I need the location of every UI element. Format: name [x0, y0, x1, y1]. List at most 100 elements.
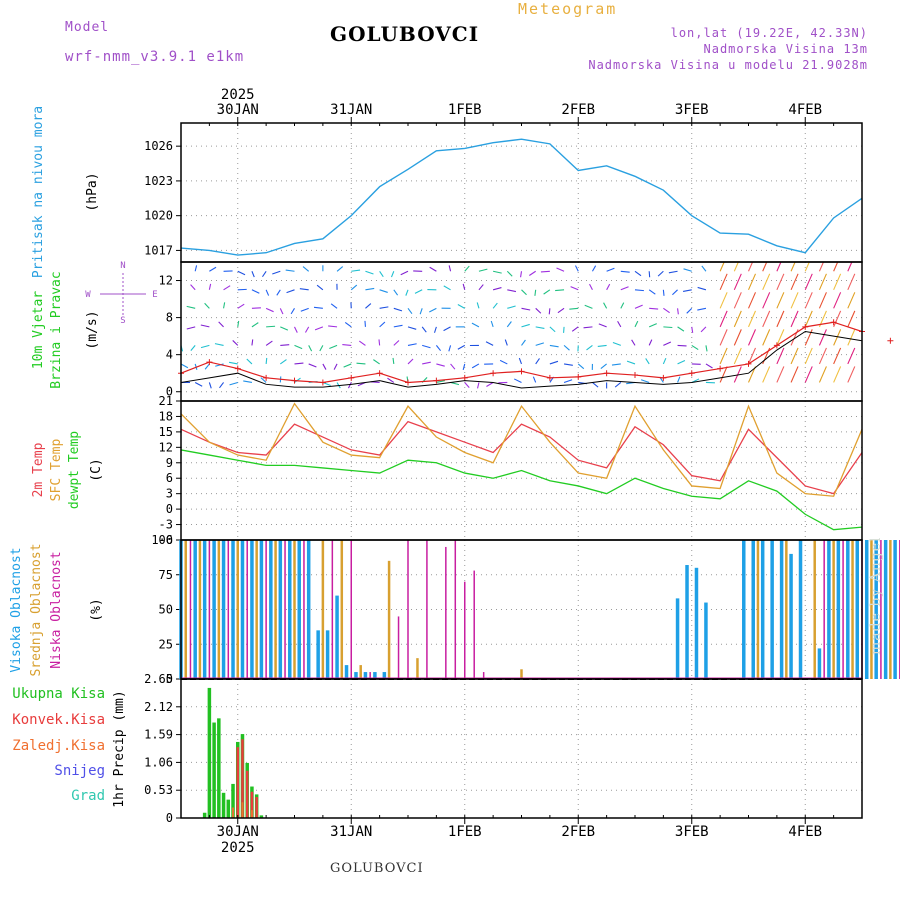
wind-barb	[436, 380, 446, 384]
total-precip-bar	[202, 812, 207, 818]
low-cloud-bar	[369, 672, 371, 679]
mid-cloud-bar	[255, 540, 258, 679]
mid-cloud-bar	[293, 540, 296, 679]
low-cloud-bar	[350, 540, 352, 679]
wind-barb	[626, 360, 636, 365]
wind-barb	[343, 363, 352, 368]
wind-barb	[471, 322, 480, 328]
wind-barb	[697, 307, 707, 311]
wind-barb	[457, 303, 466, 309]
wind-barb	[677, 326, 685, 332]
wind-barb	[668, 270, 678, 274]
wind-speed-marker	[319, 379, 326, 386]
wind-gust-line	[181, 330, 862, 389]
high-cloud-bar	[382, 672, 387, 679]
ytick-label-precip-0: 0	[166, 811, 173, 825]
wind-barb	[294, 326, 298, 333]
wind-barb	[181, 363, 189, 369]
wind-barb	[733, 292, 742, 309]
high-cloud-bar	[354, 672, 358, 679]
wind-barb	[435, 345, 442, 352]
wind-barb	[847, 366, 856, 383]
wind-barb	[672, 289, 678, 296]
wind-barb	[662, 289, 665, 296]
wind-barb	[833, 273, 842, 291]
wind-barb	[429, 307, 437, 313]
wind-barb	[243, 380, 253, 384]
wind-barb	[181, 308, 182, 309]
wind-barb	[847, 292, 856, 309]
high-cloud-bar	[363, 672, 368, 679]
wind-barb	[464, 265, 470, 272]
wind-barb	[677, 359, 686, 365]
wind-barb	[617, 320, 622, 328]
wind-barb	[237, 270, 246, 276]
wind-barb	[329, 344, 338, 350]
wind-barb	[209, 266, 217, 272]
wind-barb	[719, 262, 725, 272]
wind-barb	[208, 283, 212, 290]
high-cloud-bar	[751, 540, 755, 679]
precip-ylabel: 1hr Precip (mm)	[112, 690, 127, 807]
wind-barb	[476, 302, 480, 309]
wind-barb	[747, 329, 757, 346]
wind-barb	[223, 302, 226, 309]
wind-barb	[700, 326, 707, 333]
ytick-label-cloud-4: 100	[151, 533, 173, 547]
wind-barb	[614, 382, 622, 388]
wind-barb	[569, 307, 579, 310]
wind-speed-marker	[802, 323, 809, 330]
low-cloud-bar	[208, 540, 211, 679]
wind-barb	[719, 347, 728, 365]
wind-barb	[251, 289, 260, 294]
cloud-ylabel-mid: Srednja Oblacnost	[29, 543, 44, 676]
mid-cloud-bar	[416, 658, 419, 679]
wind-barb	[620, 302, 625, 309]
wind-barb	[540, 270, 550, 273]
wind-barb	[762, 310, 771, 328]
low-cloud-bar	[303, 540, 305, 679]
wind-barb	[204, 302, 210, 309]
high-cloud-bar	[760, 540, 765, 679]
high-cloud-bar	[373, 672, 377, 679]
high-cloud-bar	[846, 540, 850, 679]
wind-speed-marker	[206, 359, 213, 366]
wind-barb	[215, 363, 224, 367]
day-label-bottom-4: 3FEB	[675, 824, 709, 840]
ytick-label-temperature-4: 6	[166, 471, 173, 485]
wind-barb	[328, 325, 338, 328]
high-cloud-bar	[212, 540, 216, 679]
wind-barb	[485, 341, 494, 346]
wind-barb	[251, 307, 261, 309]
wind-barb	[583, 326, 593, 329]
wind-unit: (m/s)	[85, 310, 100, 349]
mid-cloud-bar	[387, 560, 391, 679]
precip-legend-3: Snijeg	[54, 763, 105, 779]
wind-barb	[228, 361, 238, 365]
pressure-line	[181, 138, 862, 256]
wind-barb	[534, 289, 537, 296]
pressure-unit: (hPa)	[85, 172, 100, 211]
low-cloud-bar	[464, 581, 466, 679]
frz-precip-bar	[251, 810, 253, 818]
low-cloud-bar	[246, 540, 248, 679]
wind-barb	[543, 289, 551, 295]
cloud-ylabel-high: Visoka Oblacnost	[9, 547, 24, 672]
wind-speed-marker	[291, 377, 298, 384]
wind-barb	[719, 273, 728, 291]
day-label-bottom-3: 2FEB	[561, 824, 595, 840]
high-cloud-bar	[770, 540, 774, 679]
wind-barb	[663, 307, 670, 314]
high-cloud-bar	[344, 665, 349, 679]
wind-barb	[592, 382, 599, 388]
wind-barb	[571, 326, 579, 332]
temp-ylabel-sfc: SFC Temp	[49, 439, 64, 502]
wind-barb	[529, 270, 536, 276]
wind-barb	[606, 267, 615, 272]
wind-barb	[663, 326, 673, 329]
wind-barb	[833, 310, 842, 328]
wind-barb	[790, 347, 799, 365]
wind-barb	[190, 345, 196, 351]
wind-barb	[313, 306, 323, 309]
wind-barb	[294, 362, 304, 365]
